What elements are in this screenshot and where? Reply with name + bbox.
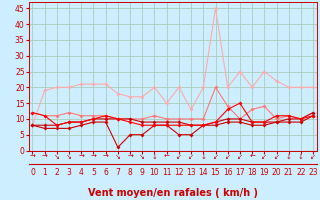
Text: 7: 7 [116, 168, 120, 177]
Text: 1: 1 [42, 168, 47, 177]
Text: 19: 19 [260, 168, 269, 177]
Text: ↓: ↓ [286, 154, 292, 160]
Text: ↙: ↙ [310, 154, 316, 160]
Text: 2: 2 [54, 168, 59, 177]
Text: ←: ← [249, 154, 255, 160]
Text: 0: 0 [30, 168, 35, 177]
Text: 9: 9 [140, 168, 145, 177]
Text: 16: 16 [223, 168, 233, 177]
Text: ↓: ↓ [298, 154, 304, 160]
Text: 18: 18 [247, 168, 257, 177]
Text: 14: 14 [198, 168, 208, 177]
Text: ↘: ↘ [54, 154, 60, 160]
Text: 17: 17 [235, 168, 245, 177]
Text: →: → [78, 154, 84, 160]
Text: 21: 21 [284, 168, 293, 177]
Text: →: → [29, 154, 36, 160]
Text: 4: 4 [79, 168, 84, 177]
Text: 5: 5 [91, 168, 96, 177]
Text: ↙: ↙ [261, 154, 267, 160]
Text: ↙: ↙ [237, 154, 243, 160]
Text: →: → [91, 154, 96, 160]
Text: ↙: ↙ [212, 154, 219, 160]
Text: ↓: ↓ [152, 154, 157, 160]
Text: ↓: ↓ [200, 154, 206, 160]
Text: ↙: ↙ [225, 154, 231, 160]
Text: →: → [127, 154, 133, 160]
Text: 13: 13 [186, 168, 196, 177]
Text: →: → [42, 154, 48, 160]
Text: ↙: ↙ [176, 154, 182, 160]
Text: Vent moyen/en rafales ( km/h ): Vent moyen/en rafales ( km/h ) [88, 188, 258, 198]
Text: 22: 22 [296, 168, 306, 177]
Text: 15: 15 [211, 168, 220, 177]
Text: 3: 3 [67, 168, 71, 177]
Text: 10: 10 [150, 168, 159, 177]
Text: →: → [103, 154, 108, 160]
Text: 11: 11 [162, 168, 172, 177]
Text: ←: ← [164, 154, 170, 160]
Text: 20: 20 [272, 168, 281, 177]
Text: 23: 23 [308, 168, 318, 177]
Text: 12: 12 [174, 168, 184, 177]
Text: ↘: ↘ [66, 154, 72, 160]
Text: ↙: ↙ [188, 154, 194, 160]
Text: 8: 8 [128, 168, 132, 177]
Text: ↘: ↘ [115, 154, 121, 160]
Text: ↙: ↙ [274, 154, 279, 160]
Text: 6: 6 [103, 168, 108, 177]
Text: ↘: ↘ [139, 154, 145, 160]
